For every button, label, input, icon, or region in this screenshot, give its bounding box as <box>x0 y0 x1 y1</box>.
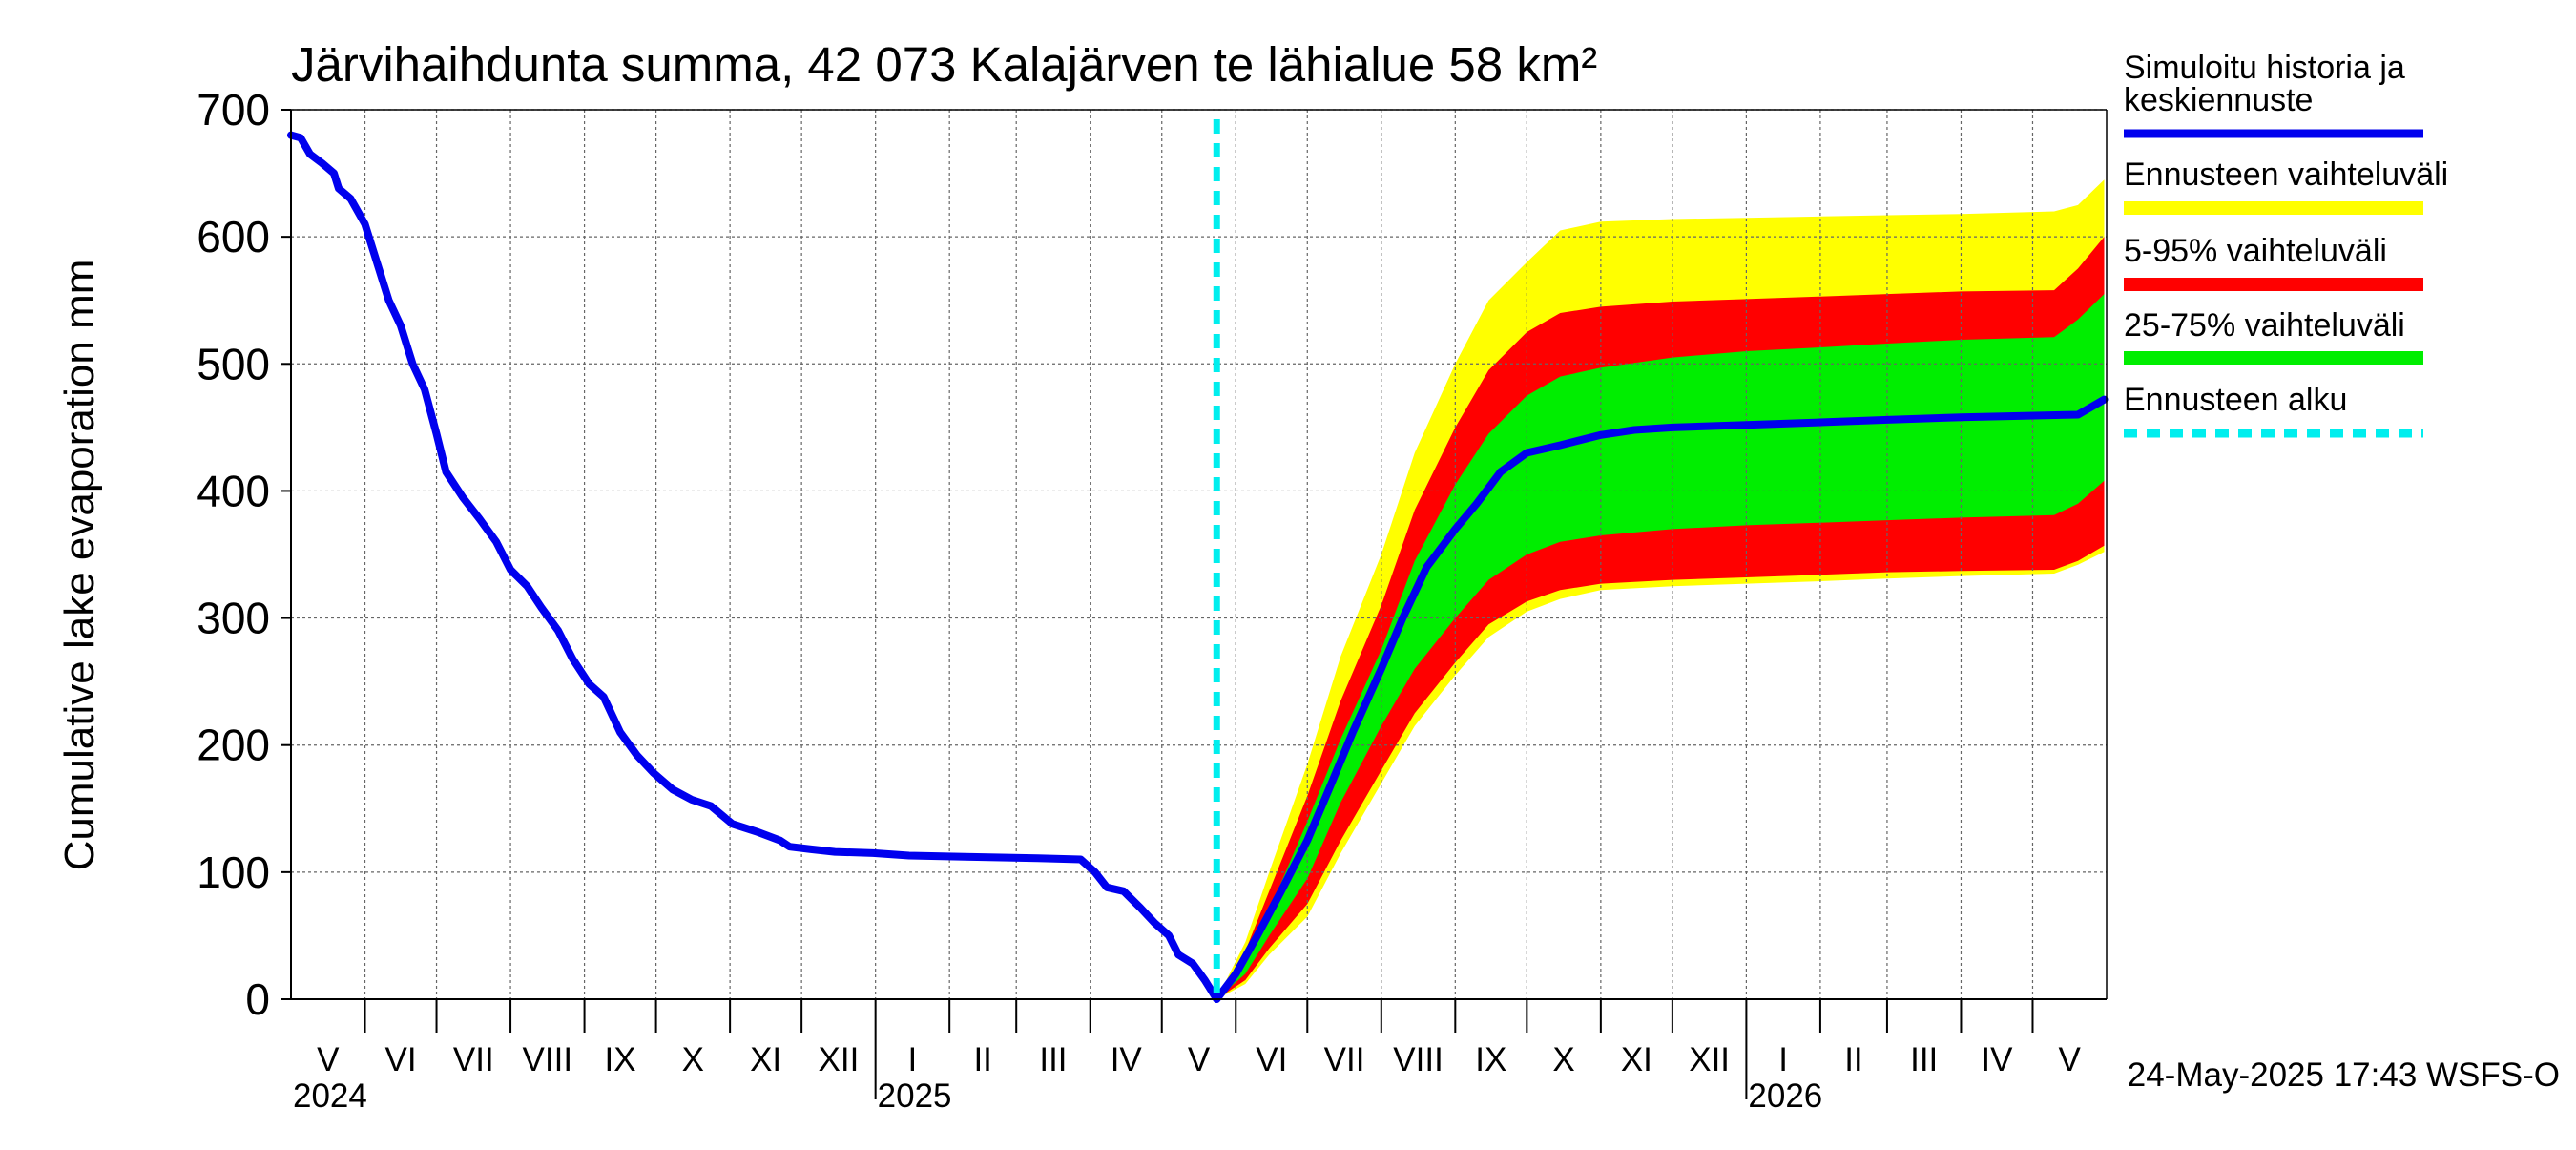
y-tick-label-400: 400 <box>197 466 270 515</box>
month-label-24: V <box>2059 1041 2082 1078</box>
y-tick-label-700: 700 <box>197 85 270 135</box>
year-label-1: 2025 <box>878 1077 952 1115</box>
y-axis-label: Cumulative lake evaporation mm <box>56 260 103 871</box>
series-lines <box>287 119 2109 1003</box>
legend-swatch-4 <box>2124 351 2423 365</box>
series-line-mean <box>287 131 2109 1003</box>
y-tick-label-100: 100 <box>197 847 270 897</box>
legend-label-1-b: keskiennuste <box>2124 82 2313 118</box>
chart-title: Järvihaihdunta summa, 42 073 Kalajärven … <box>291 37 1597 92</box>
month-label-23: IV <box>1981 1041 2013 1078</box>
month-label-19: XII <box>1689 1041 1730 1078</box>
month-label-17: X <box>1552 1041 1574 1078</box>
month-label-4: IX <box>605 1041 636 1078</box>
x-axis: V VI VII VIII IX X XI XII I II III IV V VI VII VIII IX X X… <box>293 999 2082 1115</box>
y-tick-label-200: 200 <box>197 721 270 770</box>
month-label-5: X <box>682 1041 704 1078</box>
year-label-2: 2026 <box>1748 1077 1822 1115</box>
year-label-0: 2024 <box>293 1077 367 1115</box>
timestamp: 24-May-2025 17:43 WSFS-O <box>2128 1056 2560 1094</box>
y-tick-label-600: 600 <box>197 212 270 261</box>
month-label-6: XI <box>750 1041 781 1078</box>
month-label-14: VII <box>1324 1041 1365 1078</box>
month-label-11: IV <box>1111 1041 1143 1078</box>
legend-label-4: 25-75% vaihteluväli <box>2124 307 2405 344</box>
month-label-7: XII <box>819 1041 860 1078</box>
legend-label-5: Ennusteen alku <box>2124 382 2347 418</box>
legend-label-2: Ennusteen vaihteluväli <box>2124 157 2448 193</box>
legend-label-1: Simuloitu historia ja <box>2124 50 2405 86</box>
month-label-10: III <box>1039 1041 1067 1078</box>
band-3 <box>1216 294 2105 1000</box>
grid-lines <box>291 109 2107 999</box>
legend-swatch-3 <box>2124 278 2423 291</box>
month-label-0: V <box>317 1041 340 1078</box>
month-label-18: XI <box>1621 1041 1652 1078</box>
y-tick-label-300: 300 <box>197 594 270 643</box>
month-label-16: IX <box>1475 1041 1506 1078</box>
month-label-21: II <box>1844 1041 1862 1078</box>
y-tick-label-0: 0 <box>245 974 270 1024</box>
month-label-12: V <box>1188 1041 1211 1078</box>
legend-swatch-2 <box>2124 201 2423 215</box>
month-label-15: VIII <box>1393 1041 1444 1078</box>
month-label-13: VI <box>1256 1041 1287 1078</box>
y-ticks: 0 100 200 300 400 500 600 700 <box>197 85 291 1024</box>
month-label-22: III <box>1910 1041 1938 1078</box>
month-label-9: II <box>973 1041 991 1078</box>
forecast-bands <box>1216 179 2105 1000</box>
month-label-1: VI <box>384 1041 416 1078</box>
legend-label-3: 5-95% vaihteluväli <box>2124 233 2387 269</box>
y-tick-label-500: 500 <box>197 339 270 388</box>
month-label-20: I <box>1778 1041 1788 1078</box>
month-label-2: VII <box>453 1041 494 1078</box>
month-label-8: I <box>908 1041 918 1078</box>
month-label-3: VIII <box>523 1041 573 1078</box>
